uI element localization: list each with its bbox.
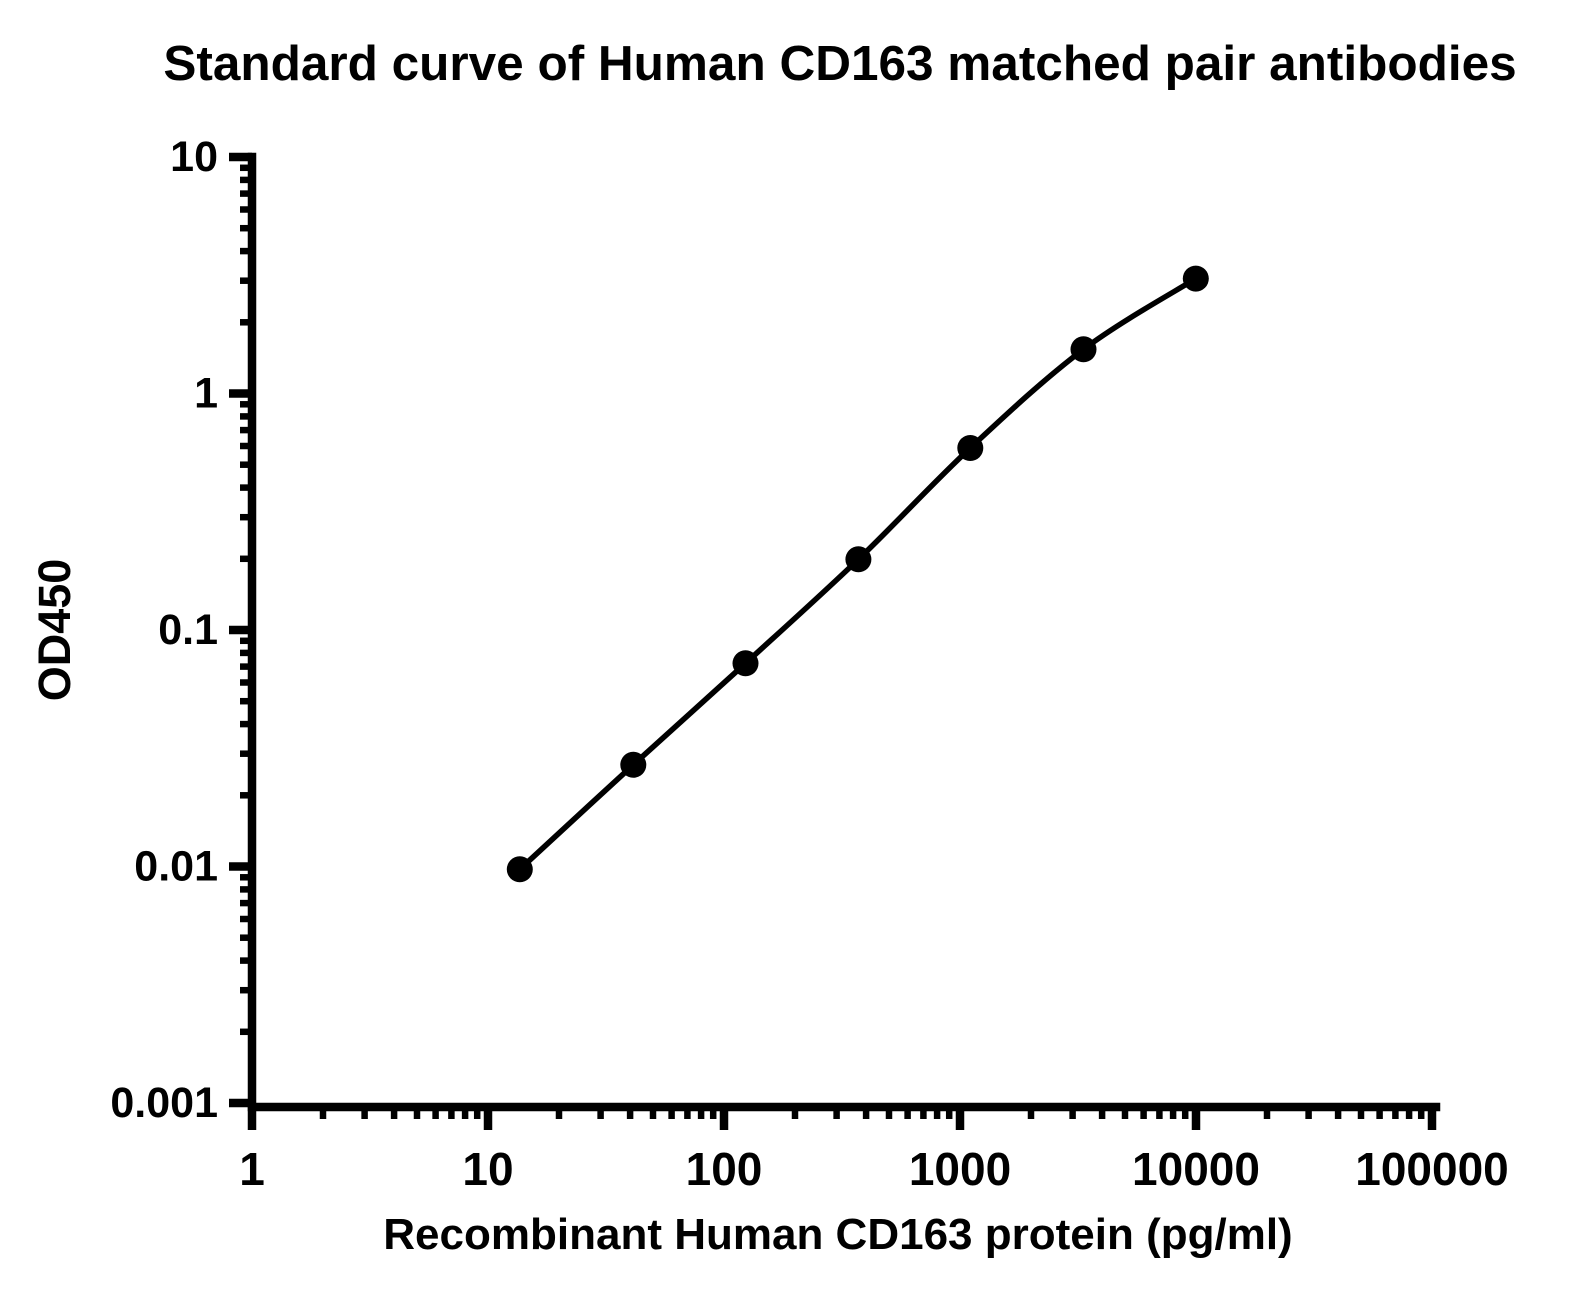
svg-text:10000: 10000 <box>1132 1143 1260 1195</box>
svg-text:Recombinant Human CD163 protei: Recombinant Human CD163 protein (pg/ml) <box>383 1210 1292 1259</box>
svg-text:0.1: 0.1 <box>158 606 218 654</box>
svg-text:1: 1 <box>194 370 218 418</box>
svg-text:0.001: 0.001 <box>110 1079 218 1127</box>
svg-text:Standard curve of Human CD163: Standard curve of Human CD163 matched pa… <box>163 36 1516 91</box>
svg-text:OD450: OD450 <box>29 559 80 702</box>
svg-text:1: 1 <box>239 1143 265 1195</box>
svg-text:100000: 100000 <box>1355 1143 1509 1195</box>
svg-text:100: 100 <box>686 1143 763 1195</box>
svg-text:0.01: 0.01 <box>134 843 218 891</box>
svg-text:1000: 1000 <box>909 1143 1011 1195</box>
svg-text:10: 10 <box>170 133 218 181</box>
svg-text:10: 10 <box>462 1143 513 1195</box>
